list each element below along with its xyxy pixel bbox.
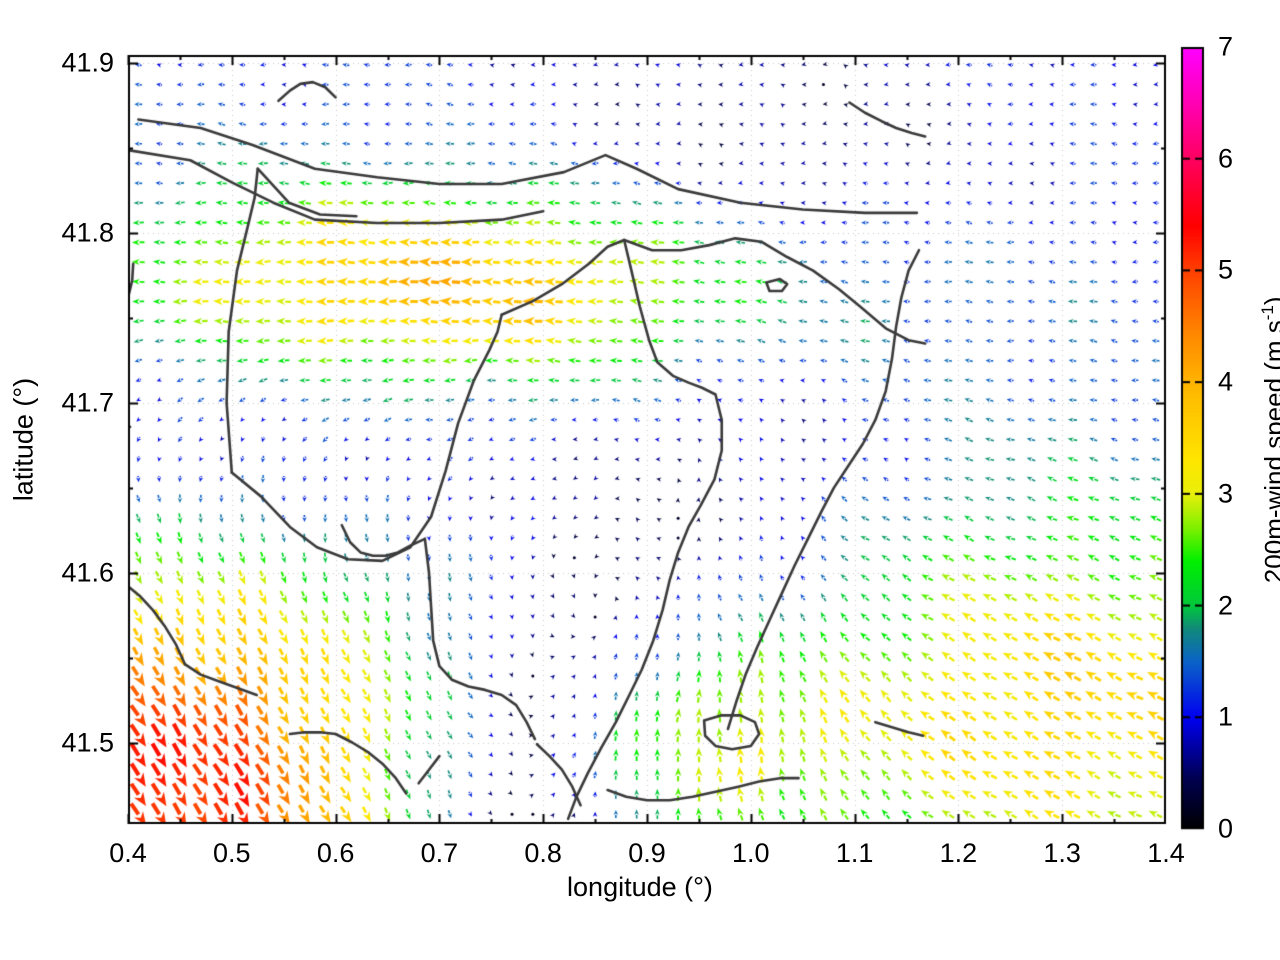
- x-tick-label: 0.8: [524, 838, 562, 868]
- colorbar-tick-label: 2: [1218, 590, 1234, 621]
- x-tick-label: 0.4: [109, 838, 147, 868]
- x-tick-label: 1.1: [835, 838, 874, 868]
- colorbar-tick-label: 3: [1218, 478, 1234, 509]
- x-tick-label: 0.6: [316, 838, 355, 868]
- y-tick-label: 41.6: [61, 557, 114, 588]
- y-tick-label: 41.8: [61, 217, 114, 248]
- y-tick-label: 41.7: [61, 387, 114, 418]
- colorbar-tick-label: 4: [1218, 366, 1234, 397]
- y-axis-label: latitude (°): [8, 377, 39, 502]
- colorbar-tick-label: 1: [1218, 701, 1234, 732]
- colorbar-label-suffix: ): [1259, 296, 1280, 305]
- x-axis-label: longitude (°): [567, 872, 713, 902]
- colorbar-label: 200m-wind speed (m s-1): [1258, 290, 1280, 590]
- colorbar-tick-label: 7: [1218, 31, 1234, 62]
- colorbar-tick-label: 0: [1218, 813, 1234, 844]
- x-tick-label: 0.9: [628, 838, 666, 868]
- y-tick-label: 41.9: [61, 47, 114, 78]
- x-tick-label: 1.0: [732, 838, 770, 868]
- x-tick-label: 1.2: [939, 838, 978, 868]
- colorbar-label-prefix: 200m-wind speed (m s: [1258, 320, 1280, 584]
- colorbar-tick-label: 6: [1218, 143, 1234, 174]
- x-tick-label: 0.5: [213, 838, 251, 868]
- x-tick-label: 1.4: [1147, 838, 1185, 868]
- x-tick-label: 1.3: [1043, 838, 1081, 868]
- colorbar-label-exponent: -1: [1258, 305, 1278, 321]
- x-tick-label: 0.7: [420, 838, 459, 868]
- colorbar-tick-label: 5: [1218, 254, 1234, 285]
- y-tick-label: 41.5: [61, 727, 114, 758]
